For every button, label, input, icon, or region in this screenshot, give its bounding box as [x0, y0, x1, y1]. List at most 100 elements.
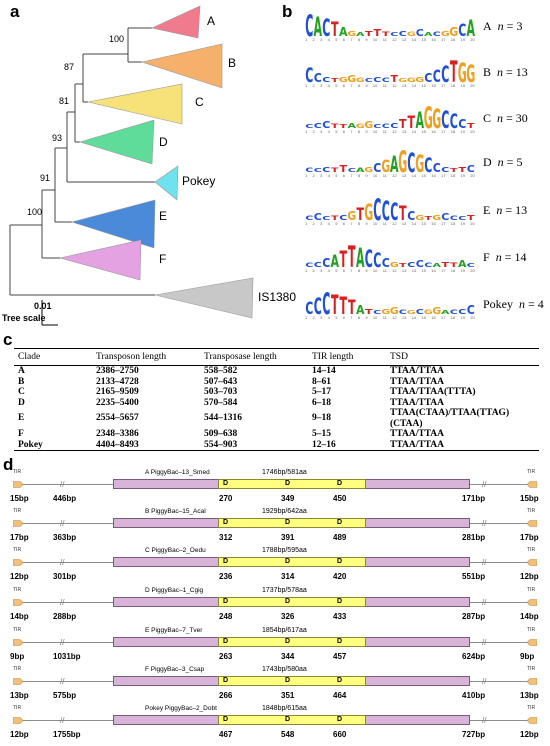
logo-letter: A [390, 153, 399, 174]
catalytic-d-mark: D [285, 558, 291, 565]
position-number: 9 [365, 221, 368, 226]
catalytic-d-mark: D [337, 638, 343, 645]
position-number: 2 [312, 83, 315, 88]
panel-c-letter: c [3, 330, 13, 349]
tir-left-arrow-icon [13, 481, 23, 488]
logo-letter: C [407, 208, 415, 222]
position-number: 8 [357, 37, 361, 42]
table-cell: E [18, 413, 25, 424]
position-number: 5 [335, 37, 338, 42]
position-number: 2 [312, 173, 315, 178]
position-number: 13 [401, 268, 407, 273]
logo-letter: A [339, 24, 348, 38]
transposon-structure-row: TIR TIR // // C PiggyBac–2_Oedu 1788bp/595aa D… [0, 544, 550, 588]
break-mark-icon: // [482, 638, 487, 647]
table-cell: TTAA/TTAA [386, 439, 539, 451]
logo-letter: C [467, 302, 475, 316]
position-number: 13 [401, 83, 407, 88]
position-number: 12 [392, 315, 397, 320]
catalytic-residue-position: 391 [281, 533, 295, 542]
logo-label: D n = 5 [483, 155, 523, 169]
tir-label: TIR [527, 627, 536, 633]
position-number: 11 [382, 83, 387, 88]
logo-letter: G [458, 58, 467, 84]
tir-left-arrow-icon [13, 559, 23, 566]
position-number: 13 [401, 129, 407, 134]
table-cell: 570–584 [204, 397, 238, 408]
position-number: 6 [342, 268, 345, 273]
position-number: 2 [312, 268, 315, 273]
column-header: Transposase length [200, 348, 308, 366]
catalytic-residue-position: 326 [281, 612, 295, 621]
logo-letter: C [365, 78, 373, 84]
ddd-domain [218, 518, 366, 528]
position-number: 3 [320, 221, 323, 226]
catalytic-d-mark: D [337, 677, 343, 684]
logo-letter: A [356, 167, 365, 174]
tir-length: 14bp [10, 612, 29, 621]
position-number: 9 [365, 268, 368, 273]
logo-letter: G [364, 201, 373, 222]
clade-label-f: F [159, 252, 167, 266]
logo-letter: G [381, 158, 390, 174]
tir-right-arrow-icon [527, 599, 537, 606]
position-number: 19 [460, 221, 465, 226]
catalytic-d-mark: D [223, 677, 229, 684]
clade-label-e: E [159, 209, 168, 223]
logo-letter: C [450, 110, 458, 130]
table-cell: 12–16 [308, 439, 386, 451]
position-number: 14 [411, 83, 417, 88]
catalytic-residue-position: 660 [333, 730, 347, 739]
break-mark-icon: // [60, 519, 65, 528]
logo-letter: A [416, 109, 425, 130]
bootstrap-value: 81 [59, 96, 70, 106]
tir-length: 17bp [10, 533, 29, 542]
logo-letter: C [339, 214, 347, 222]
tir-label: TIR [13, 547, 22, 553]
table-cell: 554–903 [200, 439, 308, 451]
logo-letter: C [373, 76, 381, 84]
catalytic-d-mark: D [223, 480, 229, 487]
position-number: 16 [431, 83, 436, 88]
bootstrap-value: 93 [52, 133, 63, 143]
catalytic-residue-position: 344 [281, 652, 295, 661]
position-number: 18 [450, 173, 456, 178]
logo-letter: C [458, 308, 466, 316]
logo-letter: C [314, 261, 322, 269]
position-number: 4 [327, 37, 330, 42]
table-cell: 5–17 [312, 387, 331, 397]
position-number: 4 [327, 129, 330, 134]
clade-label-b: B [228, 56, 237, 70]
position-number: 8 [357, 268, 361, 273]
logo-letter: C [382, 123, 390, 130]
logo-positions: 1 2 3 4 5 6 7 8 9 10 11 12 13 14 15 16 17 18 19 20 [305, 37, 475, 43]
position-number: 5 [335, 315, 338, 320]
logo-letter: T [399, 263, 407, 269]
table-row: Pokey 4404–8493 554–903 12–16 TTAA/TTAA [14, 439, 539, 451]
logo-label: Pokey n = 4 [483, 297, 544, 311]
tir-length: 12bp [520, 730, 539, 739]
catalytic-residue-position: 548 [281, 730, 295, 739]
logo-letter: G [432, 306, 441, 316]
logo-letter: A [424, 32, 433, 38]
logo-letter: T [348, 243, 356, 269]
logo-letter: G [415, 150, 424, 174]
logo-letter: C [314, 168, 322, 174]
logo-letter: G [381, 308, 390, 316]
table-cell: TTAA/TTAA [390, 376, 445, 387]
position-number: 3 [320, 83, 323, 88]
tir-length: 9bp [520, 652, 535, 661]
bootstrap-value: 100 [27, 207, 43, 217]
position-number: 9 [365, 173, 368, 178]
position-number: 16 [431, 37, 436, 42]
logo-letter: C [390, 32, 398, 38]
logo-letter: C [441, 166, 449, 174]
position-number: 10 [372, 221, 378, 226]
position-number: 15 [421, 221, 426, 226]
table-cell: TTAA/TTAA [390, 429, 445, 439]
position-number: 12 [392, 37, 397, 42]
logo-letter: C [348, 168, 356, 174]
logo-letter: G [407, 77, 416, 84]
position-number: 17 [440, 37, 446, 42]
